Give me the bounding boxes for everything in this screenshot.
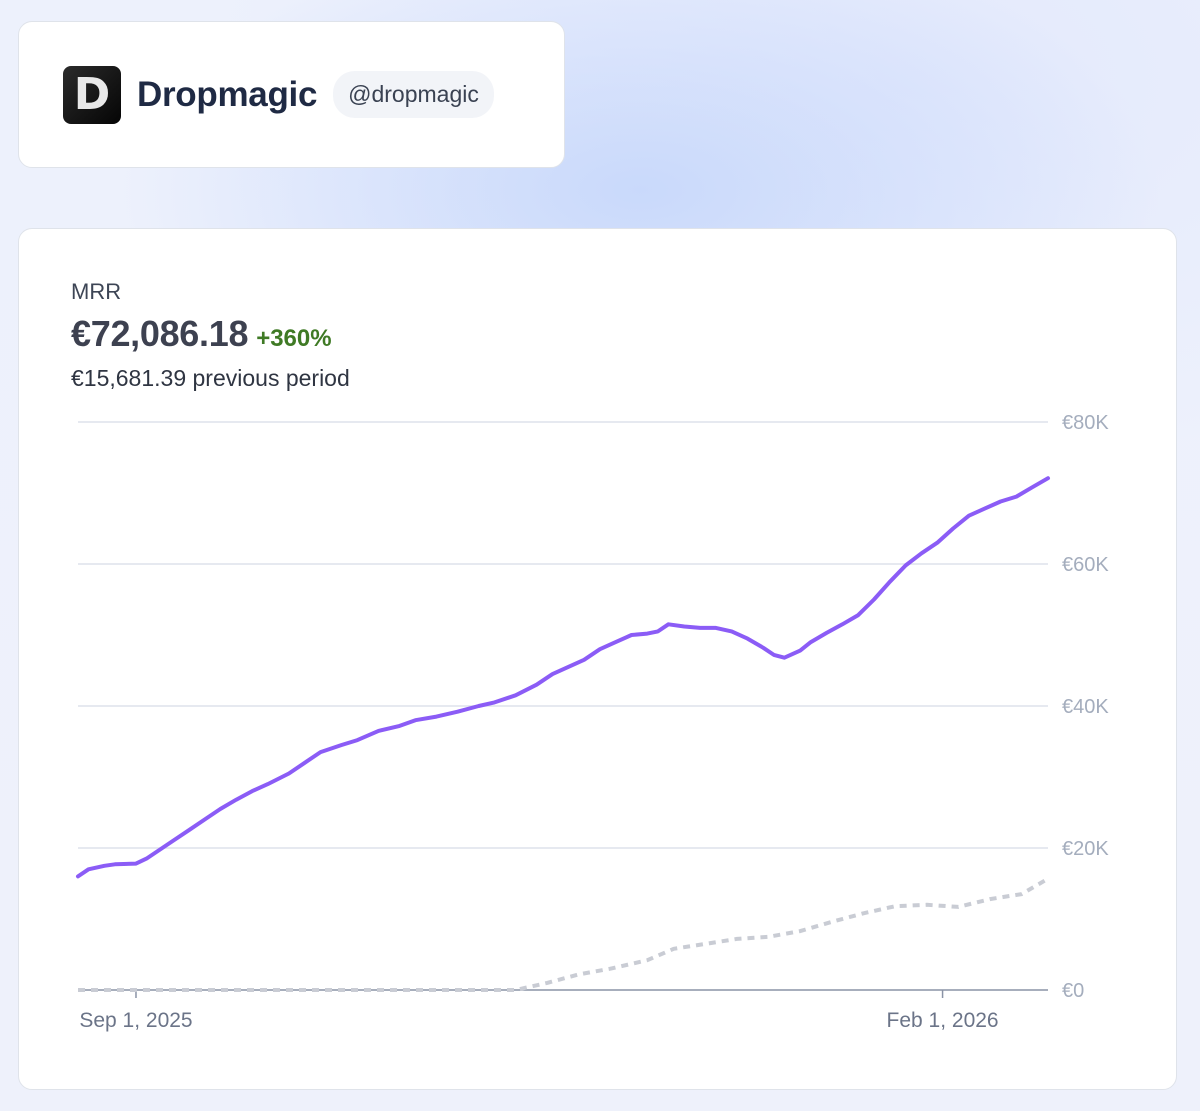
metric-row: €72,086.18 +360% — [71, 313, 332, 355]
mrr-chart-card: MRR €72,086.18 +360% €15,681.39 previous… — [18, 228, 1177, 1090]
y-tick-label: €60K — [1062, 554, 1109, 576]
mrr-line-chart[interactable]: €0 €20K €40K €60K €80K Sep 1, 2025 Feb 1, 2026 — [19, 229, 1178, 1091]
y-tick-label: €20K — [1062, 838, 1109, 860]
metric-change: +360% — [256, 325, 332, 352]
profile-card: D Dropmagic @dropmagic — [18, 21, 565, 168]
handle-badge[interactable]: @dropmagic — [333, 71, 494, 118]
gridlines — [78, 421, 1048, 849]
previous-period-line[interactable] — [78, 876, 1050, 992]
metric-value: €72,086.18 — [71, 313, 249, 354]
x-tick-label: Feb 1, 2026 — [887, 1009, 999, 1032]
logo-letter: D — [73, 68, 111, 120]
y-tick-label: €0 — [1062, 980, 1084, 1002]
current-period-line[interactable] — [76, 476, 1050, 879]
y-tick-label: €40K — [1062, 696, 1109, 718]
series-lines — [76, 476, 1050, 992]
metric-label: MRR — [71, 279, 122, 304]
tick-labels: €0 €20K €40K €60K €80K Sep 1, 2025 Feb 1, 2026 — [79, 412, 1109, 1032]
dropmagic-logo[interactable]: D — [63, 65, 121, 124]
y-tick-label: €80K — [1062, 412, 1109, 434]
previous-period-value: €15,681.39 previous period — [71, 365, 350, 391]
brand-name[interactable]: Dropmagic — [137, 74, 318, 114]
x-tick-label: Sep 1, 2025 — [79, 1009, 192, 1032]
